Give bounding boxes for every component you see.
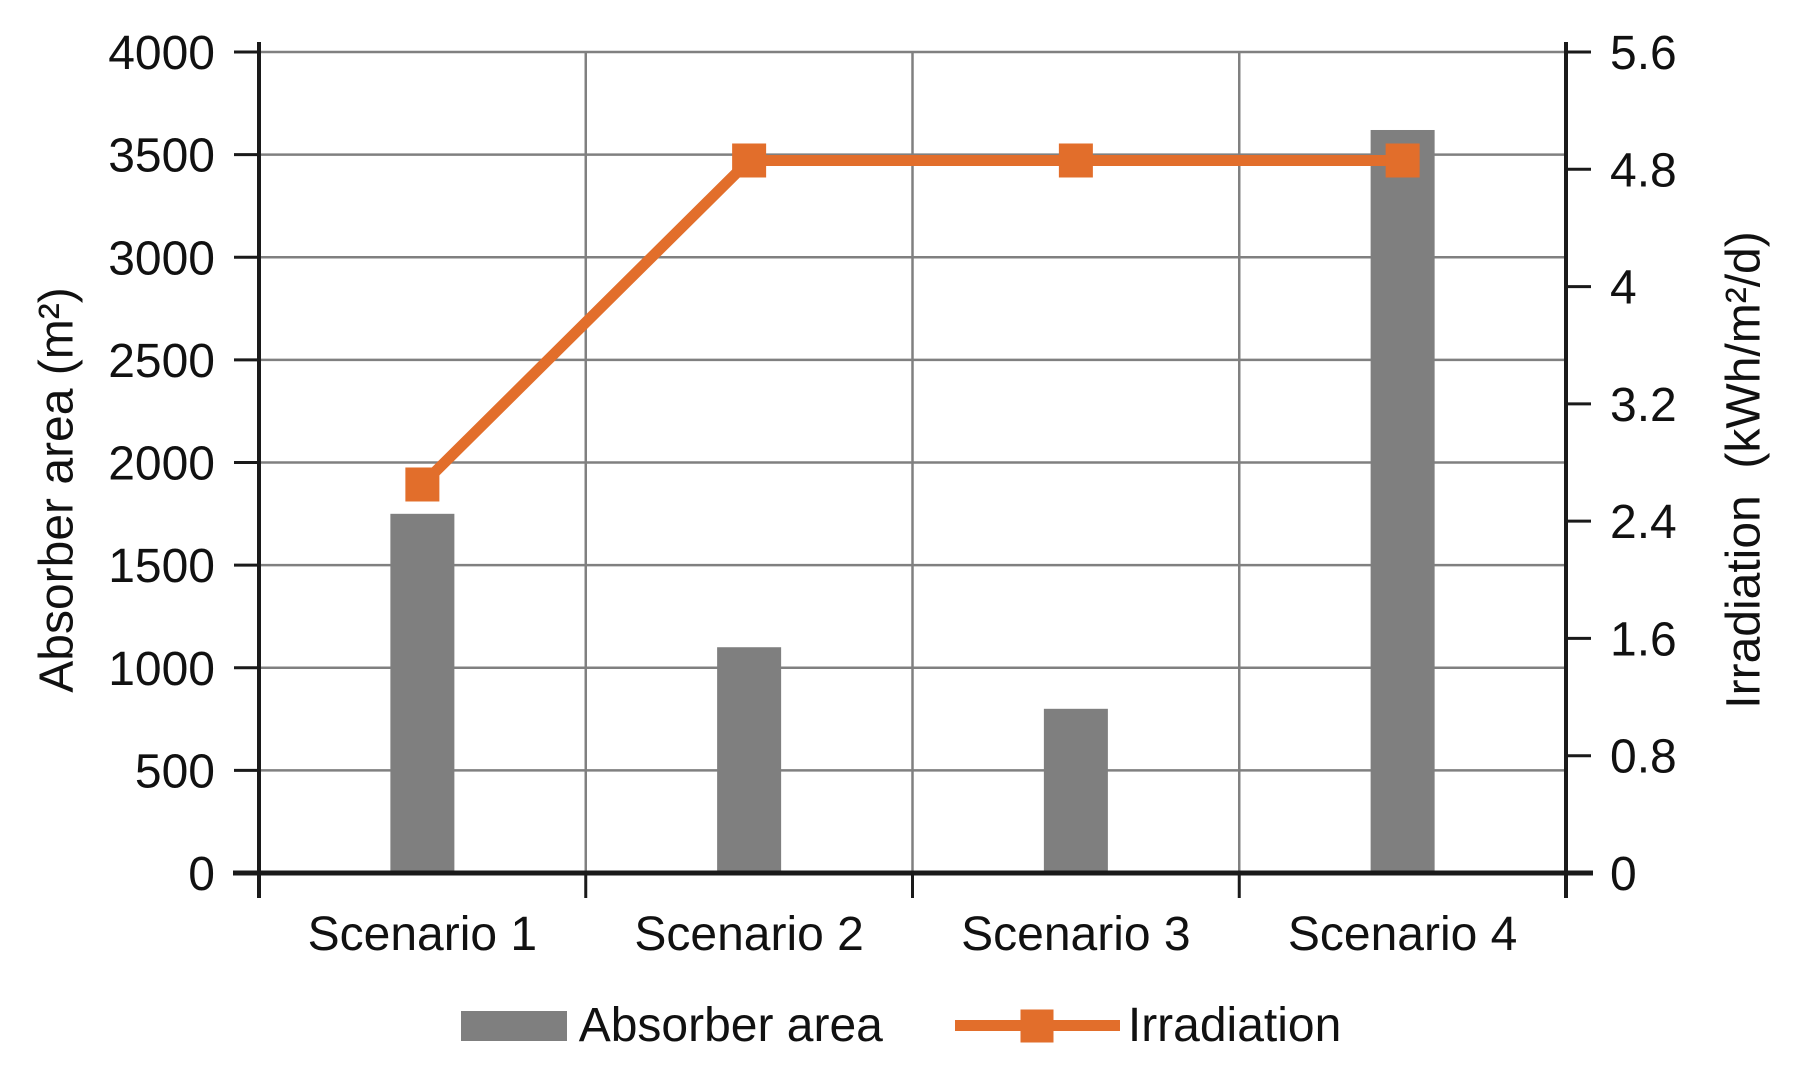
- left-axis-title: Absorber area (m²): [30, 287, 84, 693]
- left-tick-label-500: 500: [135, 745, 215, 798]
- bar-scenario-2: [717, 647, 782, 873]
- bar-scenario-1: [390, 513, 455, 873]
- right-tick-label-4.8: 4.8: [1610, 144, 1677, 197]
- right-tick-label-5.6: 5.6: [1610, 27, 1677, 80]
- irradiation-marker-scenario-2: [732, 143, 767, 178]
- left-tick-label-0: 0: [188, 848, 215, 901]
- category-label-scenario-2: Scenario 2: [634, 908, 863, 961]
- bar-scenario-3: [1043, 708, 1108, 873]
- irradiation-marker-scenario-3: [1058, 143, 1093, 178]
- category-label-scenario-3: Scenario 3: [961, 908, 1190, 961]
- left-tick-label-1500: 1500: [108, 540, 215, 593]
- irradiation-marker-scenario-1: [405, 467, 440, 502]
- right-tick-label-4: 4: [1610, 262, 1637, 315]
- legend-label-irradiation: Irradiation: [1127, 999, 1342, 1052]
- left-tick-label-3000: 3000: [108, 232, 215, 285]
- right-tick-label-0: 0: [1610, 848, 1637, 901]
- right-tick-label-2.4: 2.4: [1610, 496, 1677, 549]
- left-tick-label-1000: 1000: [108, 643, 215, 696]
- right-axis-title: Irradiation (kWh/m²/d): [1717, 231, 1771, 709]
- legend: Absorber area Irradiation: [0, 998, 1802, 1053]
- right-tick-label-0.8: 0.8: [1610, 731, 1677, 784]
- bar-scenario-4: [1370, 129, 1435, 873]
- legend-label-absorber-area: Absorber area: [578, 999, 883, 1052]
- irradiation-line-sample-icon: [954, 1009, 1120, 1042]
- left-tick-label-2000: 2000: [108, 438, 215, 491]
- left-tick-label-2500: 2500: [108, 335, 215, 388]
- category-label-scenario-4: Scenario 4: [1288, 908, 1517, 961]
- left-tick-label-3500: 3500: [108, 130, 215, 183]
- right-tick-label-3.2: 3.2: [1610, 379, 1677, 432]
- legend-item-absorber-area: Absorber area: [460, 998, 883, 1053]
- right-tick-label-1.6: 1.6: [1610, 613, 1677, 666]
- irradiation-marker-scenario-4: [1385, 143, 1420, 178]
- irradiation-line: [418, 154, 1403, 489]
- category-label-scenario-1: Scenario 1: [308, 908, 537, 961]
- absorber-area-swatch-icon: [460, 1010, 567, 1041]
- left-tick-label-4000: 4000: [108, 27, 215, 80]
- legend-item-irradiation: Irradiation: [954, 998, 1342, 1053]
- irradiation-marker-icon: [1020, 1009, 1054, 1042]
